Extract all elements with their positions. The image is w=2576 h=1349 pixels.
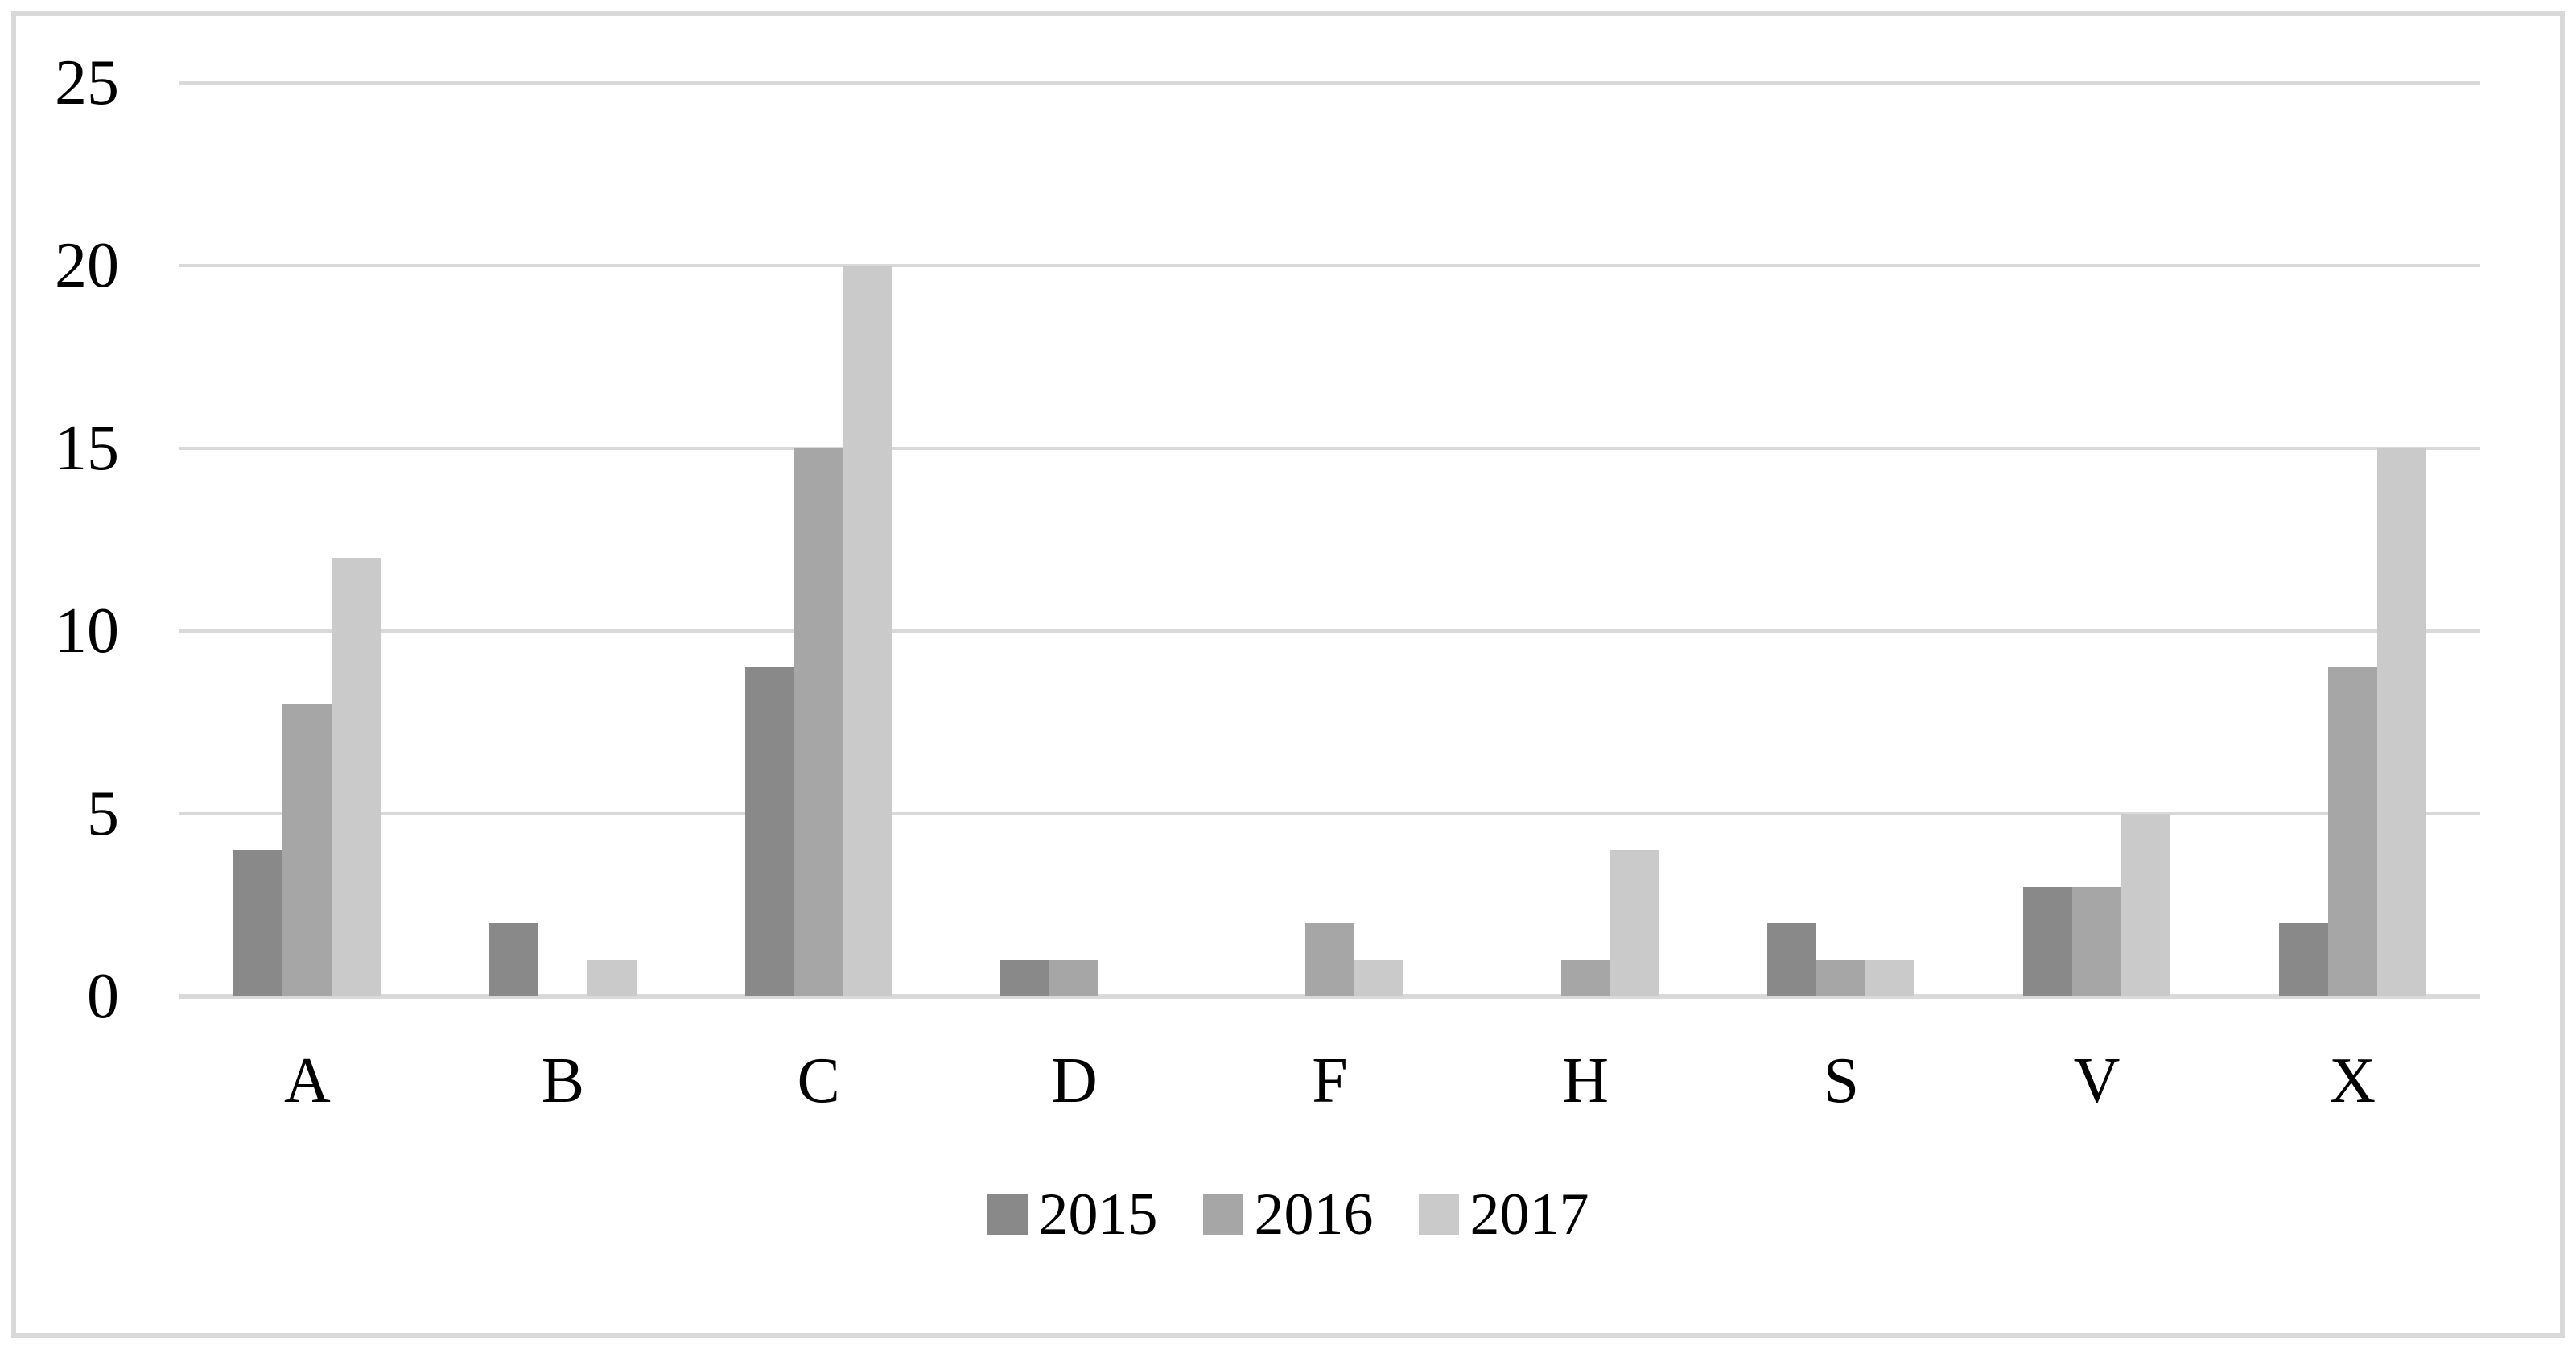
gridline-5 xyxy=(179,812,2480,815)
x-axis-line xyxy=(179,994,2480,999)
legend-swatch-2016 xyxy=(1202,1194,1243,1235)
legend: 2015 2016 2017 xyxy=(987,1185,1589,1244)
bar-2015-A xyxy=(233,850,283,996)
y-tick-label-5: 5 xyxy=(87,778,119,849)
bar-2017-X xyxy=(2376,448,2426,996)
legend-swatch-2015 xyxy=(987,1194,1028,1235)
x-category-label-B: B xyxy=(541,1046,585,1116)
x-category-label-V: V xyxy=(2073,1046,2121,1116)
bar-2016-A xyxy=(282,703,332,996)
bar-2015-C xyxy=(744,667,794,996)
bar-2017-S xyxy=(1865,959,1915,996)
bar-2016-D xyxy=(1049,959,1099,996)
legend-swatch-2017 xyxy=(1418,1194,1459,1235)
x-category-label-D: D xyxy=(1050,1046,1098,1116)
x-category-label-A: A xyxy=(283,1046,331,1116)
y-tick-label-0: 0 xyxy=(87,961,119,1032)
x-category-label-S: S xyxy=(1823,1046,1860,1116)
bar-2017-A xyxy=(332,558,381,996)
bar-2015-S xyxy=(1767,923,1817,996)
x-category-label-F: F xyxy=(1312,1046,1348,1116)
legend-item-2016: 2016 xyxy=(1202,1182,1374,1248)
x-category-label-C: C xyxy=(797,1046,840,1116)
bar-2017-F xyxy=(1354,959,1403,996)
gridline-10 xyxy=(179,629,2480,633)
chart-frame-border xyxy=(11,11,2565,1338)
bar-2015-X xyxy=(2278,923,2328,996)
bar-2016-H xyxy=(1560,959,1610,996)
legend-item-2017: 2017 xyxy=(1418,1182,1589,1248)
bar-2016-X xyxy=(2327,667,2377,996)
bar-2017-H xyxy=(1609,850,1659,996)
bar-2015-V xyxy=(2023,886,2072,996)
bar-2017-C xyxy=(843,266,892,996)
gridline-15 xyxy=(179,447,2480,450)
legend-label-2015: 2015 xyxy=(1038,1182,1158,1248)
bar-2016-F xyxy=(1305,923,1354,996)
legend-item-2015: 2015 xyxy=(987,1185,1158,1244)
y-tick-label-20: 20 xyxy=(55,230,119,301)
x-category-label-H: H xyxy=(1562,1046,1609,1116)
x-category-label-X: X xyxy=(2329,1046,2376,1116)
y-tick-label-25: 25 xyxy=(55,47,119,118)
legend-label-2016: 2016 xyxy=(1254,1182,1374,1248)
gridline-20 xyxy=(179,264,2480,267)
gridline-25 xyxy=(179,81,2480,85)
bar-2016-V xyxy=(2072,886,2121,996)
bar-2017-V xyxy=(2121,814,2170,996)
legend-label-2017: 2017 xyxy=(1469,1182,1589,1248)
bar-2015-B xyxy=(489,923,538,996)
bar-2017-B xyxy=(587,959,637,996)
bar-2016-C xyxy=(793,448,843,996)
bar-2016-S xyxy=(1816,959,1866,996)
y-tick-label-15: 15 xyxy=(55,413,119,484)
y-tick-label-10: 10 xyxy=(55,596,119,666)
bar-2015-D xyxy=(1000,959,1050,996)
